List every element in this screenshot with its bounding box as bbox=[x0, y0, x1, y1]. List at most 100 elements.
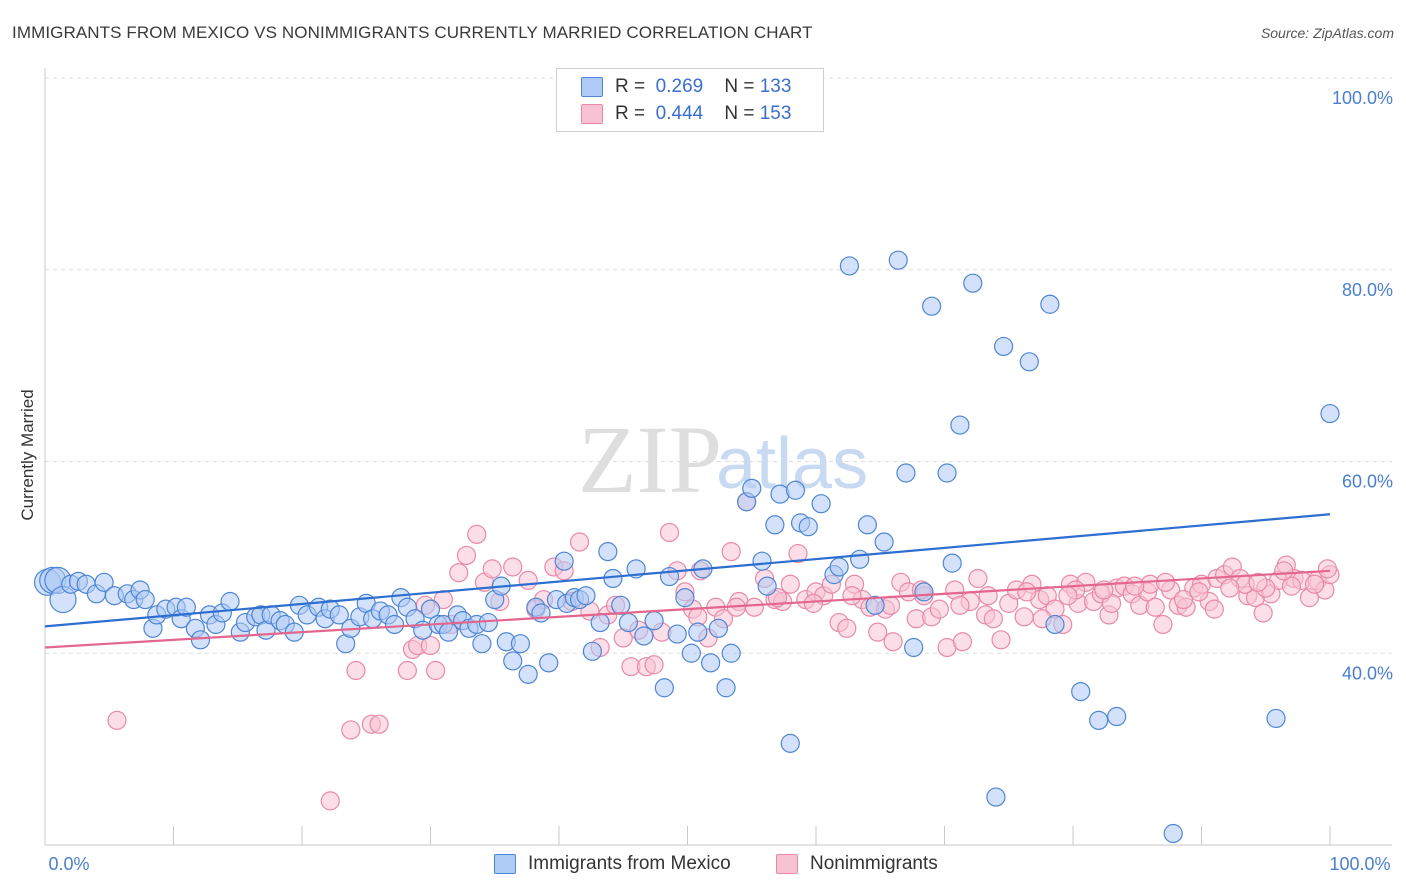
data-point bbox=[1014, 607, 1034, 627]
bottom-legend-immigrants: Immigrants from Mexico bbox=[494, 852, 731, 876]
data-point bbox=[1058, 586, 1078, 606]
data-point bbox=[721, 542, 741, 562]
data-point bbox=[1019, 352, 1039, 372]
data-point bbox=[780, 574, 800, 594]
data-point bbox=[176, 597, 196, 617]
data-point bbox=[94, 572, 114, 592]
data-point bbox=[708, 618, 728, 638]
legend-swatch-blue bbox=[581, 77, 603, 97]
data-point bbox=[742, 478, 762, 498]
data-point bbox=[788, 543, 808, 564]
data-point bbox=[341, 720, 361, 740]
data-point bbox=[994, 336, 1014, 357]
data-point bbox=[675, 588, 695, 608]
data-point bbox=[1281, 576, 1302, 596]
series-immigrants-points bbox=[33, 250, 1340, 844]
data-point bbox=[757, 576, 777, 596]
data-point bbox=[929, 599, 949, 619]
trend-lines bbox=[44, 513, 1331, 649]
data-point bbox=[865, 595, 885, 615]
data-point bbox=[644, 611, 664, 631]
legend-row-immigrants: R = 0.269 N = 133 bbox=[581, 75, 791, 99]
data-point bbox=[346, 660, 366, 681]
data-point bbox=[1304, 574, 1325, 594]
data-point bbox=[456, 545, 477, 566]
data-point bbox=[518, 570, 538, 590]
data-point bbox=[780, 733, 800, 753]
data-point bbox=[1071, 681, 1091, 702]
y-tick-label: 100.0% bbox=[1332, 88, 1393, 108]
y-tick-label: 60.0% bbox=[1342, 472, 1393, 492]
x-tick-label: 0.0% bbox=[48, 854, 89, 874]
data-point bbox=[320, 791, 340, 811]
data-point bbox=[1204, 599, 1224, 619]
data-point bbox=[904, 637, 924, 658]
data-point bbox=[837, 618, 857, 638]
data-point bbox=[991, 630, 1011, 650]
data-point bbox=[978, 586, 998, 606]
data-point bbox=[1253, 603, 1273, 623]
data-point bbox=[829, 557, 849, 577]
data-point bbox=[803, 593, 824, 613]
data-point bbox=[937, 463, 957, 483]
data-point bbox=[190, 630, 211, 650]
data-point bbox=[983, 609, 1003, 629]
data-point bbox=[1317, 559, 1338, 579]
data-point bbox=[868, 622, 888, 642]
data-point bbox=[850, 549, 870, 569]
data-point bbox=[644, 655, 664, 675]
trend-line-nonimmigrants bbox=[44, 569, 1331, 649]
legend-r-value: 0.269 bbox=[655, 76, 704, 97]
data-point bbox=[874, 532, 894, 552]
data-point bbox=[576, 586, 596, 606]
data-point bbox=[839, 256, 860, 276]
data-point bbox=[1107, 706, 1127, 727]
trend-line-immigrants bbox=[44, 513, 1331, 628]
data-point bbox=[569, 532, 590, 552]
legend: R = 0.269 N = 133 R = 0.444 N = 153 bbox=[556, 68, 824, 132]
data-point bbox=[654, 678, 674, 698]
data-point bbox=[611, 595, 631, 615]
data-point bbox=[963, 273, 983, 293]
data-point bbox=[1125, 576, 1145, 596]
bottom-legend-swatch-blue bbox=[494, 854, 516, 874]
data-point bbox=[220, 591, 240, 612]
data-point bbox=[510, 634, 531, 654]
data-point bbox=[369, 714, 389, 734]
data-point bbox=[384, 614, 405, 635]
data-point bbox=[518, 664, 538, 684]
data-point bbox=[1266, 708, 1286, 729]
data-point bbox=[952, 632, 973, 652]
data-point bbox=[1040, 294, 1060, 314]
data-point bbox=[681, 643, 701, 663]
grid-lines bbox=[45, 77, 1392, 654]
data-point bbox=[968, 568, 988, 589]
data-point bbox=[896, 463, 916, 483]
legend-r-label: R = bbox=[615, 103, 646, 124]
data-point bbox=[478, 612, 498, 633]
data-point bbox=[950, 415, 970, 435]
data-point bbox=[701, 653, 721, 673]
data-point bbox=[752, 551, 772, 571]
data-point bbox=[539, 653, 559, 673]
data-point bbox=[582, 641, 603, 661]
bottom-legend-nonimmigrants: Nonimmigrants bbox=[776, 852, 938, 876]
data-point bbox=[785, 480, 806, 500]
data-point bbox=[618, 612, 638, 633]
data-point bbox=[1320, 403, 1340, 424]
data-point bbox=[598, 542, 618, 562]
data-point bbox=[554, 551, 574, 571]
x-tick-label: 100.0% bbox=[1329, 854, 1390, 874]
data-point bbox=[744, 597, 764, 617]
data-point bbox=[1220, 578, 1240, 598]
legend-n-label: N = bbox=[724, 76, 755, 97]
data-point bbox=[397, 660, 417, 681]
legend-n-label: N = bbox=[724, 103, 755, 124]
data-point bbox=[590, 612, 610, 633]
data-point bbox=[329, 605, 349, 625]
data-point bbox=[472, 634, 492, 654]
data-point bbox=[857, 515, 878, 535]
data-point bbox=[942, 553, 962, 573]
data-point bbox=[482, 559, 502, 579]
legend-r-value: 0.444 bbox=[655, 103, 704, 124]
